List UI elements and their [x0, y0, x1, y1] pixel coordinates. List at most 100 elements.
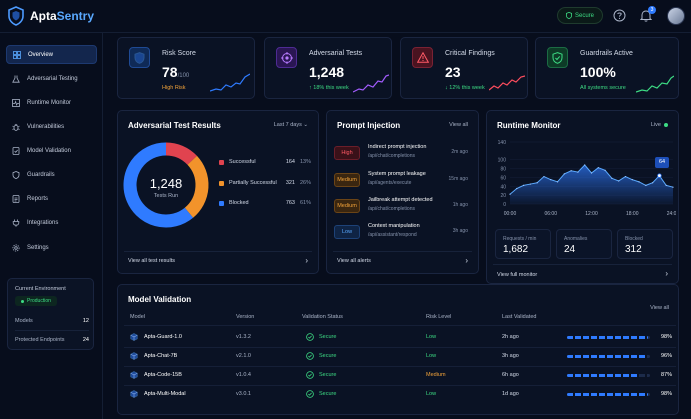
model-version: v2.1.0	[236, 353, 251, 359]
table-row[interactable]: Apta-Chat-7B v2.1.0 Secure Low 3h ago 96%	[117, 347, 679, 366]
sidebar-item-adversarial-testing[interactable]: Adversarial Testing	[6, 69, 97, 88]
stat-icon-box	[412, 47, 433, 68]
data-point	[536, 182, 538, 184]
view-all-alerts-link[interactable]: View all alerts	[337, 258, 371, 264]
donut-slice-successful[interactable]	[165, 142, 197, 166]
alert-title: Indirect prompt injection	[368, 144, 427, 150]
period-selector[interactable]: Last 7 days ⌄	[273, 122, 308, 128]
table-row[interactable]: Apta-Guard-1.0 v1.3.2 Secure Low 2h ago 98%	[117, 328, 679, 347]
endpoints-label: Protected Endpoints	[15, 337, 65, 343]
pulse-icon	[12, 98, 20, 107]
stat-value: 1,248	[309, 64, 345, 80]
divider	[124, 347, 676, 348]
sidebar-item-settings[interactable]: Settings	[6, 238, 97, 257]
injection-alert-item[interactable]: Medium System prompt leakage /api/agents…	[334, 169, 472, 195]
stat-card-critical-findings[interactable]: Critical Findings 23 ↓ 12% this week	[400, 37, 528, 99]
sidebar-item-guardrails[interactable]: Guardrails	[6, 165, 97, 184]
legend-swatch	[219, 159, 224, 165]
secure-status-pill[interactable]: Secure	[557, 7, 603, 24]
sidebar-item-label: Reports	[27, 195, 49, 202]
divider	[333, 251, 472, 252]
check-circle-icon	[306, 333, 314, 341]
injection-alert-item[interactable]: High Indirect prompt injection /api/chat…	[334, 142, 472, 168]
sidebar-item-label: Adversarial Testing	[27, 75, 78, 82]
stat-card-guardrails-active[interactable]: Guardrails Active 100% All systems secur…	[535, 37, 679, 99]
environment-card: Current Environment Production Models 12…	[7, 278, 94, 350]
divider	[15, 330, 89, 331]
environment-badge[interactable]: Production	[15, 296, 57, 306]
card-title: Runtime Monitor	[497, 121, 561, 130]
chevron-right-icon[interactable]: ›	[305, 256, 308, 265]
legend-row-partially-successful: Partially Successful 321 26%	[219, 180, 311, 186]
alert-title: System prompt leakage	[368, 171, 426, 177]
plug-icon	[12, 219, 20, 227]
view-all-link[interactable]: View all	[449, 122, 468, 128]
stat-card-adversarial-tests[interactable]: Adversarial Tests 1,248 ↑ 18% this week	[264, 37, 392, 99]
area-fill	[510, 165, 673, 204]
donut-chart	[123, 142, 209, 228]
table-row[interactable]: Apta-Code-15B v1.0.4 Secure Medium 6h ago 87%	[117, 366, 679, 385]
stat-card-risk-score[interactable]: Risk Score 78/100 High Risk	[117, 37, 255, 99]
view-all-test-results-link[interactable]: View all test results	[128, 258, 175, 264]
shield-icon	[134, 51, 145, 64]
column-header-version[interactable]: Version	[236, 314, 255, 320]
last-validated: 3h ago	[502, 353, 519, 359]
card-title: Model Validation	[128, 295, 192, 304]
column-header-model[interactable]: Model	[130, 314, 145, 320]
donut-slice-partial[interactable]	[184, 155, 209, 218]
stat-icon-box	[276, 47, 297, 68]
injection-alert-item[interactable]: Medium Jailbreak attempt detected /api/c…	[334, 195, 472, 221]
data-point	[597, 167, 599, 169]
legend-name: Partially Successful	[229, 180, 277, 186]
validation-score-bar	[567, 393, 650, 396]
shield-check-icon	[552, 51, 563, 64]
user-avatar[interactable]	[667, 7, 685, 25]
shield-icon	[12, 170, 20, 179]
metric-label: Requests / min	[503, 236, 537, 242]
view-full-monitor-link[interactable]: View full monitor	[497, 272, 538, 278]
validation-score: 96%	[661, 353, 673, 359]
chart-tooltip: 64	[655, 157, 669, 168]
stat-icon-box	[129, 47, 150, 68]
secure-status-label: Secure	[574, 12, 594, 19]
highlight-point[interactable]	[657, 173, 662, 178]
data-point	[645, 184, 647, 186]
x-tick-label: 06:00	[544, 211, 557, 217]
x-tick-label: 24:00	[667, 211, 676, 217]
data-point	[631, 179, 633, 181]
legend-row-blocked: Blocked 763 61%	[219, 200, 311, 206]
column-header-status[interactable]: Validation Status	[302, 314, 343, 320]
sidebar-item-reports[interactable]: Reports	[6, 189, 97, 208]
injection-alert-item[interactable]: Low Context manipulation /api/assistant/…	[334, 221, 472, 247]
chevron-right-icon[interactable]: ›	[665, 269, 668, 278]
divider	[124, 385, 676, 386]
sidebar-item-vulnerabilities[interactable]: Vulnerabilities	[6, 117, 97, 136]
divider	[124, 251, 312, 252]
sidebar-item-integrations[interactable]: Integrations	[6, 213, 97, 232]
donut-slice-blocked[interactable]	[123, 142, 194, 228]
sidebar-item-model-validation[interactable]: Model Validation	[6, 141, 97, 160]
stat-label: Risk Score	[162, 50, 196, 57]
y-tick-label: 0	[503, 202, 506, 208]
metric-label: Blocked	[625, 236, 643, 242]
sidebar-item-runtime-monitor[interactable]: Runtime Monitor	[6, 93, 97, 112]
metric-value: 24	[564, 244, 576, 255]
bell-icon[interactable]	[640, 9, 652, 22]
last-validated: 2h ago	[502, 334, 519, 340]
sidebar-item-label: Settings	[27, 244, 49, 251]
chevron-right-icon[interactable]: ›	[465, 256, 468, 265]
metric-value: 1,682	[503, 244, 529, 255]
x-tick-label: 00:00	[504, 211, 517, 217]
shield-check-icon	[565, 12, 572, 19]
column-header-risk[interactable]: Risk Level	[426, 314, 452, 320]
sparkline	[210, 73, 250, 92]
sidebar-item-overview[interactable]: Overview	[6, 45, 97, 64]
column-header-last-validated[interactable]: Last Validated	[502, 314, 537, 320]
app-logo-text[interactable]: AptaSentry	[30, 9, 95, 23]
table-row[interactable]: Apta-Multi-Modal v3.0.1 Secure Low 1d ago 98%	[117, 385, 679, 404]
data-point	[577, 171, 579, 173]
view-all-link[interactable]: View all	[650, 305, 669, 311]
alert-time: 1h ago	[452, 202, 468, 208]
data-point	[529, 183, 531, 185]
help-icon[interactable]	[613, 9, 626, 22]
